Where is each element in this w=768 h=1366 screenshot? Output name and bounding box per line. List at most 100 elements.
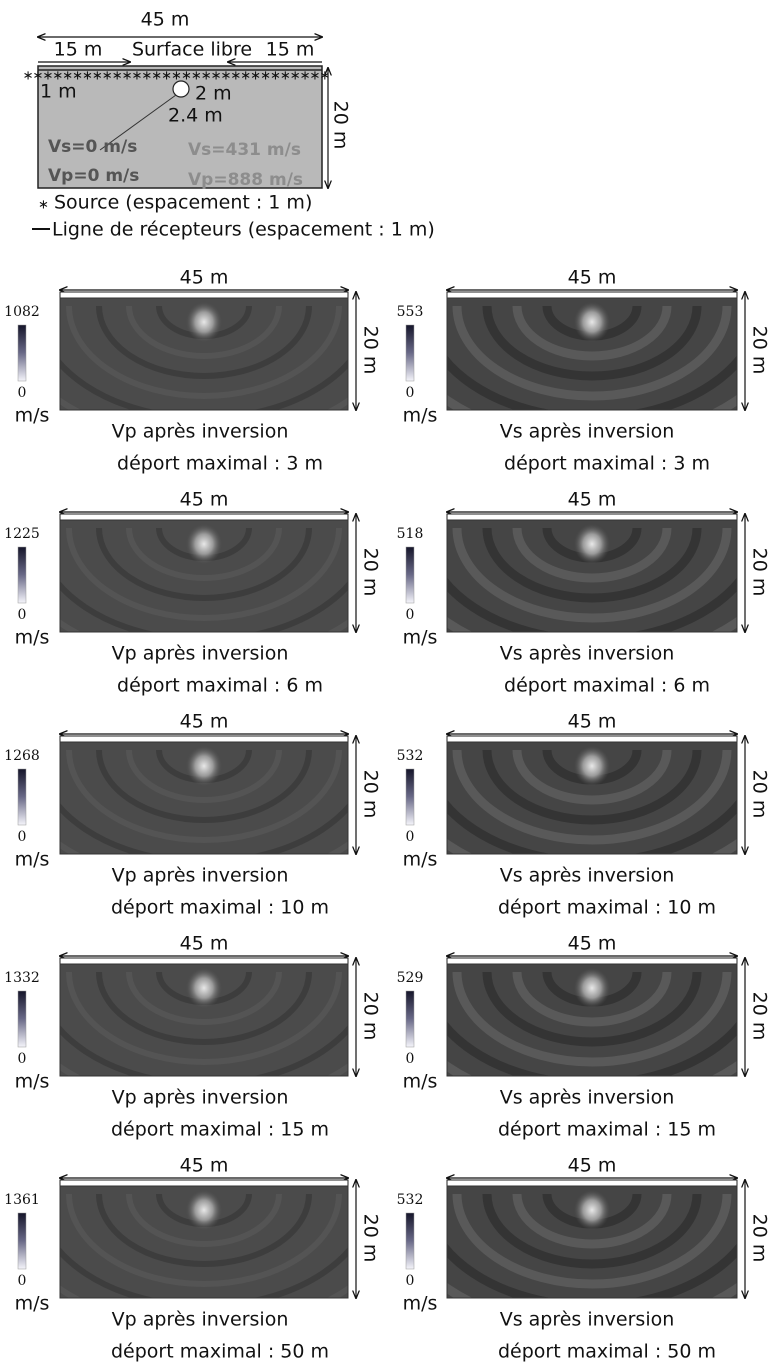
wave-arc — [66, 305, 342, 399]
surface-strip — [446, 513, 738, 521]
colorbar — [17, 990, 27, 1048]
wave-arc — [126, 749, 282, 803]
velocity-image — [60, 742, 348, 854]
height-label: 20 m — [749, 770, 768, 819]
wave-arc — [96, 1193, 312, 1267]
surface-strip — [446, 735, 738, 743]
anomaly — [574, 524, 610, 564]
colorbar-min: 0 — [18, 385, 27, 401]
width-label: 45 m — [180, 489, 229, 511]
panel-subtitle: déport maximal : 15 m — [111, 1119, 329, 1141]
colorbar-max: 1268 — [4, 748, 40, 764]
height-label: 20 m — [360, 1214, 382, 1263]
panel: 45 m 20 m 532 0 m/s Vs après inversion déport … — [397, 1155, 768, 1363]
wave-arc — [126, 527, 282, 581]
colorbar-min: 0 — [18, 829, 27, 845]
image-frame — [446, 297, 738, 411]
velocity-image — [447, 1186, 737, 1298]
width-label: 45 m — [568, 1155, 617, 1177]
width-label: 45 m — [180, 267, 229, 289]
image-frame — [59, 297, 349, 411]
height-label: 20 m — [749, 548, 768, 597]
height-label: 20 m — [360, 770, 382, 819]
height-label: 20 m — [749, 992, 768, 1041]
wave-arc — [96, 971, 312, 1045]
colorbar-max: 529 — [397, 970, 424, 986]
image-frame — [446, 519, 738, 633]
cavity-vs: Vs=0 m/s — [48, 137, 137, 157]
colorbar-min: 0 — [406, 1051, 415, 1067]
unit: m/s — [15, 1071, 50, 1093]
colorbar-max: 518 — [397, 526, 424, 542]
wave-arc — [482, 527, 702, 603]
colorbar-max: 1082 — [4, 304, 40, 320]
panel-subtitle: déport maximal : 50 m — [111, 1341, 329, 1363]
height-label: 20 m — [360, 548, 382, 597]
wave-arc — [512, 971, 672, 1027]
diameter-label: 2 m — [195, 83, 232, 105]
colorbar — [17, 768, 27, 826]
unit: m/s — [403, 405, 438, 427]
wave-arc — [126, 971, 282, 1025]
surface-strip — [59, 735, 349, 743]
legend-source: Source (espacement : 1 m) — [54, 192, 312, 214]
panel: 45 m 20 m 1082 0 m/s Vp après inversion déport… — [4, 267, 381, 475]
schematic: 45 m 15 m Surface libre 15 m ∗∗∗∗∗∗∗∗∗∗∗… — [23, 9, 435, 241]
panel-subtitle: déport maximal : 3 m — [504, 453, 710, 475]
anomaly — [186, 1190, 222, 1230]
panel-title: Vs après inversion — [500, 421, 675, 443]
anomaly — [574, 1190, 610, 1230]
panel-title: Vs après inversion — [500, 1087, 675, 1109]
image-frame — [59, 519, 349, 633]
anomaly — [574, 968, 610, 1008]
wave-arc — [512, 1193, 672, 1249]
panel: 45 m 20 m 518 0 m/s Vs après inversion déport … — [397, 489, 768, 697]
surface-strip — [446, 1179, 738, 1187]
colorbar-max: 1361 — [4, 1192, 40, 1208]
panel-subtitle: déport maximal : 15 m — [498, 1119, 716, 1141]
wave-arc — [452, 305, 732, 401]
width-label: 45 m — [141, 9, 190, 31]
colorbar — [405, 768, 415, 826]
medium-vs: Vs=431 m/s — [188, 140, 301, 160]
colorbar-max: 553 — [397, 304, 424, 320]
panel: 45 m 20 m 553 0 m/s Vs après inversion déport … — [397, 267, 768, 475]
velocity-image — [60, 1186, 348, 1298]
wave-arc — [126, 305, 282, 359]
image-frame — [446, 1185, 738, 1299]
width-label: 45 m — [568, 489, 617, 511]
colorbar-max: 1332 — [4, 970, 40, 986]
width-label: 45 m — [568, 933, 617, 955]
width-label: 45 m — [180, 1155, 229, 1177]
colorbar-max: 1225 — [4, 526, 40, 542]
unit: m/s — [403, 1293, 438, 1315]
unit: m/s — [403, 1071, 438, 1093]
image-frame — [59, 1185, 349, 1299]
wave-arc — [452, 971, 732, 1067]
cavity — [172, 80, 190, 98]
colorbar — [405, 546, 415, 604]
panel-title: Vs après inversion — [500, 865, 675, 887]
colorbar — [17, 546, 27, 604]
colorbar-min: 0 — [18, 607, 27, 623]
panel-subtitle: déport maximal : 10 m — [111, 897, 329, 919]
velocity-image — [447, 520, 737, 632]
height-label: 20 m — [749, 1214, 768, 1263]
colorbar-min: 0 — [406, 1273, 415, 1289]
velocity-image — [447, 298, 737, 410]
wave-arc — [512, 527, 672, 583]
wave-arc — [66, 1193, 342, 1287]
velocity-image — [60, 520, 348, 632]
medium-vp: Vp=888 m/s — [188, 170, 303, 190]
colorbar — [405, 324, 415, 382]
unit: m/s — [15, 627, 50, 649]
height-label: 20 m — [749, 326, 768, 375]
panel-title: Vs après inversion — [500, 1309, 675, 1331]
anomaly — [574, 746, 610, 786]
colorbar-min: 0 — [18, 1051, 27, 1067]
panel: 45 m 20 m 529 0 m/s Vs après inversion déport … — [397, 933, 768, 1141]
wave-arc — [96, 749, 312, 823]
anomaly — [186, 302, 222, 342]
width-label: 45 m — [180, 711, 229, 733]
panel-title: Vp après inversion — [112, 1309, 289, 1331]
